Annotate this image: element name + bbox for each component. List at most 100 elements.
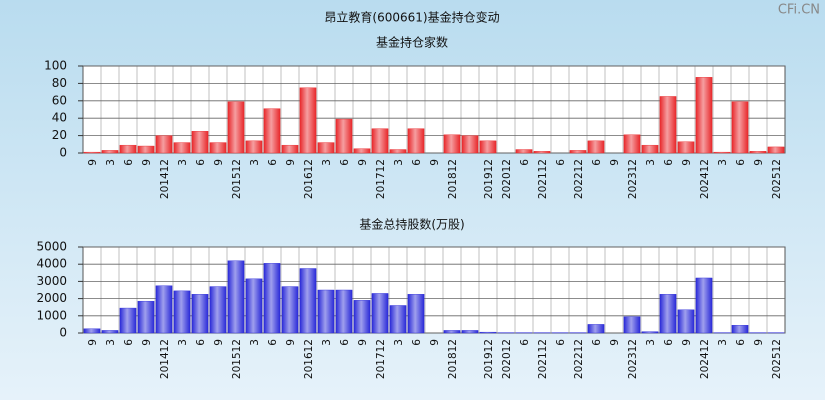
bar — [407, 294, 425, 334]
x-tick-label: 202312 — [627, 339, 639, 379]
bar — [677, 309, 695, 334]
x-tick-label: 3 — [645, 159, 657, 166]
x-tick-label: 201512 — [231, 159, 243, 199]
bar — [155, 285, 173, 334]
x-tick-label: 202312 — [627, 159, 639, 199]
x-tick-label: 9 — [429, 339, 441, 346]
x-tick-label: 9 — [285, 339, 297, 346]
x-tick-label: 201612 — [303, 339, 315, 379]
x-tick-label: 201412 — [159, 159, 171, 199]
x-tick-label: 3 — [177, 159, 189, 166]
bar — [83, 151, 101, 154]
bar — [137, 300, 155, 334]
bar — [317, 289, 335, 334]
x-tick-label: 3 — [249, 339, 261, 346]
bar — [137, 145, 155, 154]
x-tick-label: 6 — [267, 339, 279, 346]
x-tick-label: 9 — [213, 159, 225, 166]
x-tick-label: 202012 — [501, 159, 513, 199]
x-tick-label: 3 — [717, 339, 729, 346]
watermark: CFi.CN — [778, 3, 820, 18]
bar — [335, 289, 353, 334]
x-tick-label: 201712 — [375, 339, 387, 379]
bar — [731, 325, 749, 334]
x-tick-label: 202412 — [699, 159, 711, 199]
x-tick-label: 6 — [339, 339, 351, 346]
bar — [695, 277, 713, 334]
x-tick-label: 9 — [357, 159, 369, 166]
x-tick-label: 6 — [411, 339, 423, 346]
bar — [299, 87, 317, 154]
x-tick-label: 9 — [141, 339, 153, 346]
x-tick-label: 9 — [213, 339, 225, 346]
y-tick-label: 20 — [52, 128, 67, 142]
x-tick-label: 201512 — [231, 339, 243, 379]
bar — [101, 330, 119, 334]
x-tick-label: 3 — [321, 339, 333, 346]
bar — [173, 290, 191, 334]
bar — [353, 148, 371, 154]
bar — [155, 135, 173, 154]
x-tick-label: 9 — [753, 159, 765, 166]
bar — [515, 149, 533, 154]
bar — [173, 142, 191, 154]
x-tick-label: 9 — [87, 159, 99, 166]
bar — [767, 146, 785, 154]
page-title: 昂立教育(600661)基金持仓变动 — [324, 10, 499, 25]
bar — [245, 278, 263, 334]
x-tick-label: 9 — [609, 159, 621, 166]
x-tick-label: 3 — [177, 339, 189, 346]
bar — [83, 328, 101, 334]
bar — [641, 144, 659, 154]
bar — [479, 331, 497, 334]
x-tick-label: 3 — [645, 339, 657, 346]
bar — [659, 294, 677, 334]
x-tick-label: 3 — [105, 159, 117, 166]
y-tick-label: 1000 — [36, 308, 67, 322]
y-tick-label: 2000 — [36, 291, 67, 305]
chart-title: 基金总持股数(万股) — [359, 217, 464, 232]
x-tick-label: 201412 — [159, 339, 171, 379]
bar — [389, 305, 407, 334]
x-tick-label: 201612 — [303, 159, 315, 199]
bar — [677, 141, 695, 154]
bar — [209, 286, 227, 334]
x-tick-label: 9 — [753, 339, 765, 346]
y-tick-label: 40 — [52, 111, 67, 125]
x-tick-label: 202512 — [771, 339, 783, 379]
y-tick-label: 3000 — [36, 274, 67, 288]
x-tick-label: 9 — [87, 339, 99, 346]
x-tick-label: 9 — [141, 159, 153, 166]
x-tick-label: 6 — [663, 339, 675, 346]
x-tick-label: 6 — [411, 159, 423, 166]
bar — [389, 149, 407, 154]
x-tick-label: 6 — [591, 339, 603, 346]
x-tick-label: 6 — [339, 159, 351, 166]
x-tick-label: 202512 — [771, 159, 783, 199]
bar — [461, 330, 479, 334]
x-tick-label: 6 — [519, 339, 531, 346]
bar — [587, 324, 605, 334]
x-tick-label: 6 — [519, 159, 531, 166]
x-tick-label: 6 — [195, 339, 207, 346]
x-tick-label: 201712 — [375, 159, 387, 199]
y-tick-label: 0 — [59, 326, 67, 340]
x-tick-label: 9 — [681, 159, 693, 166]
bar — [659, 96, 677, 154]
bar — [371, 293, 389, 334]
bar — [263, 263, 281, 334]
bar — [335, 118, 353, 154]
x-tick-label: 202012 — [501, 339, 513, 379]
plot-area — [82, 65, 786, 154]
bar — [191, 294, 209, 334]
x-tick-label: 9 — [429, 159, 441, 166]
bar — [119, 307, 137, 334]
x-tick-label: 9 — [285, 159, 297, 166]
x-tick-label: 6 — [123, 339, 135, 346]
x-tick-label: 201812 — [447, 159, 459, 199]
x-tick-label: 6 — [663, 159, 675, 166]
bar — [695, 77, 713, 154]
y-tick-label: 100 — [44, 59, 67, 73]
x-tick-label: 202212 — [573, 159, 585, 199]
bar — [245, 140, 263, 154]
